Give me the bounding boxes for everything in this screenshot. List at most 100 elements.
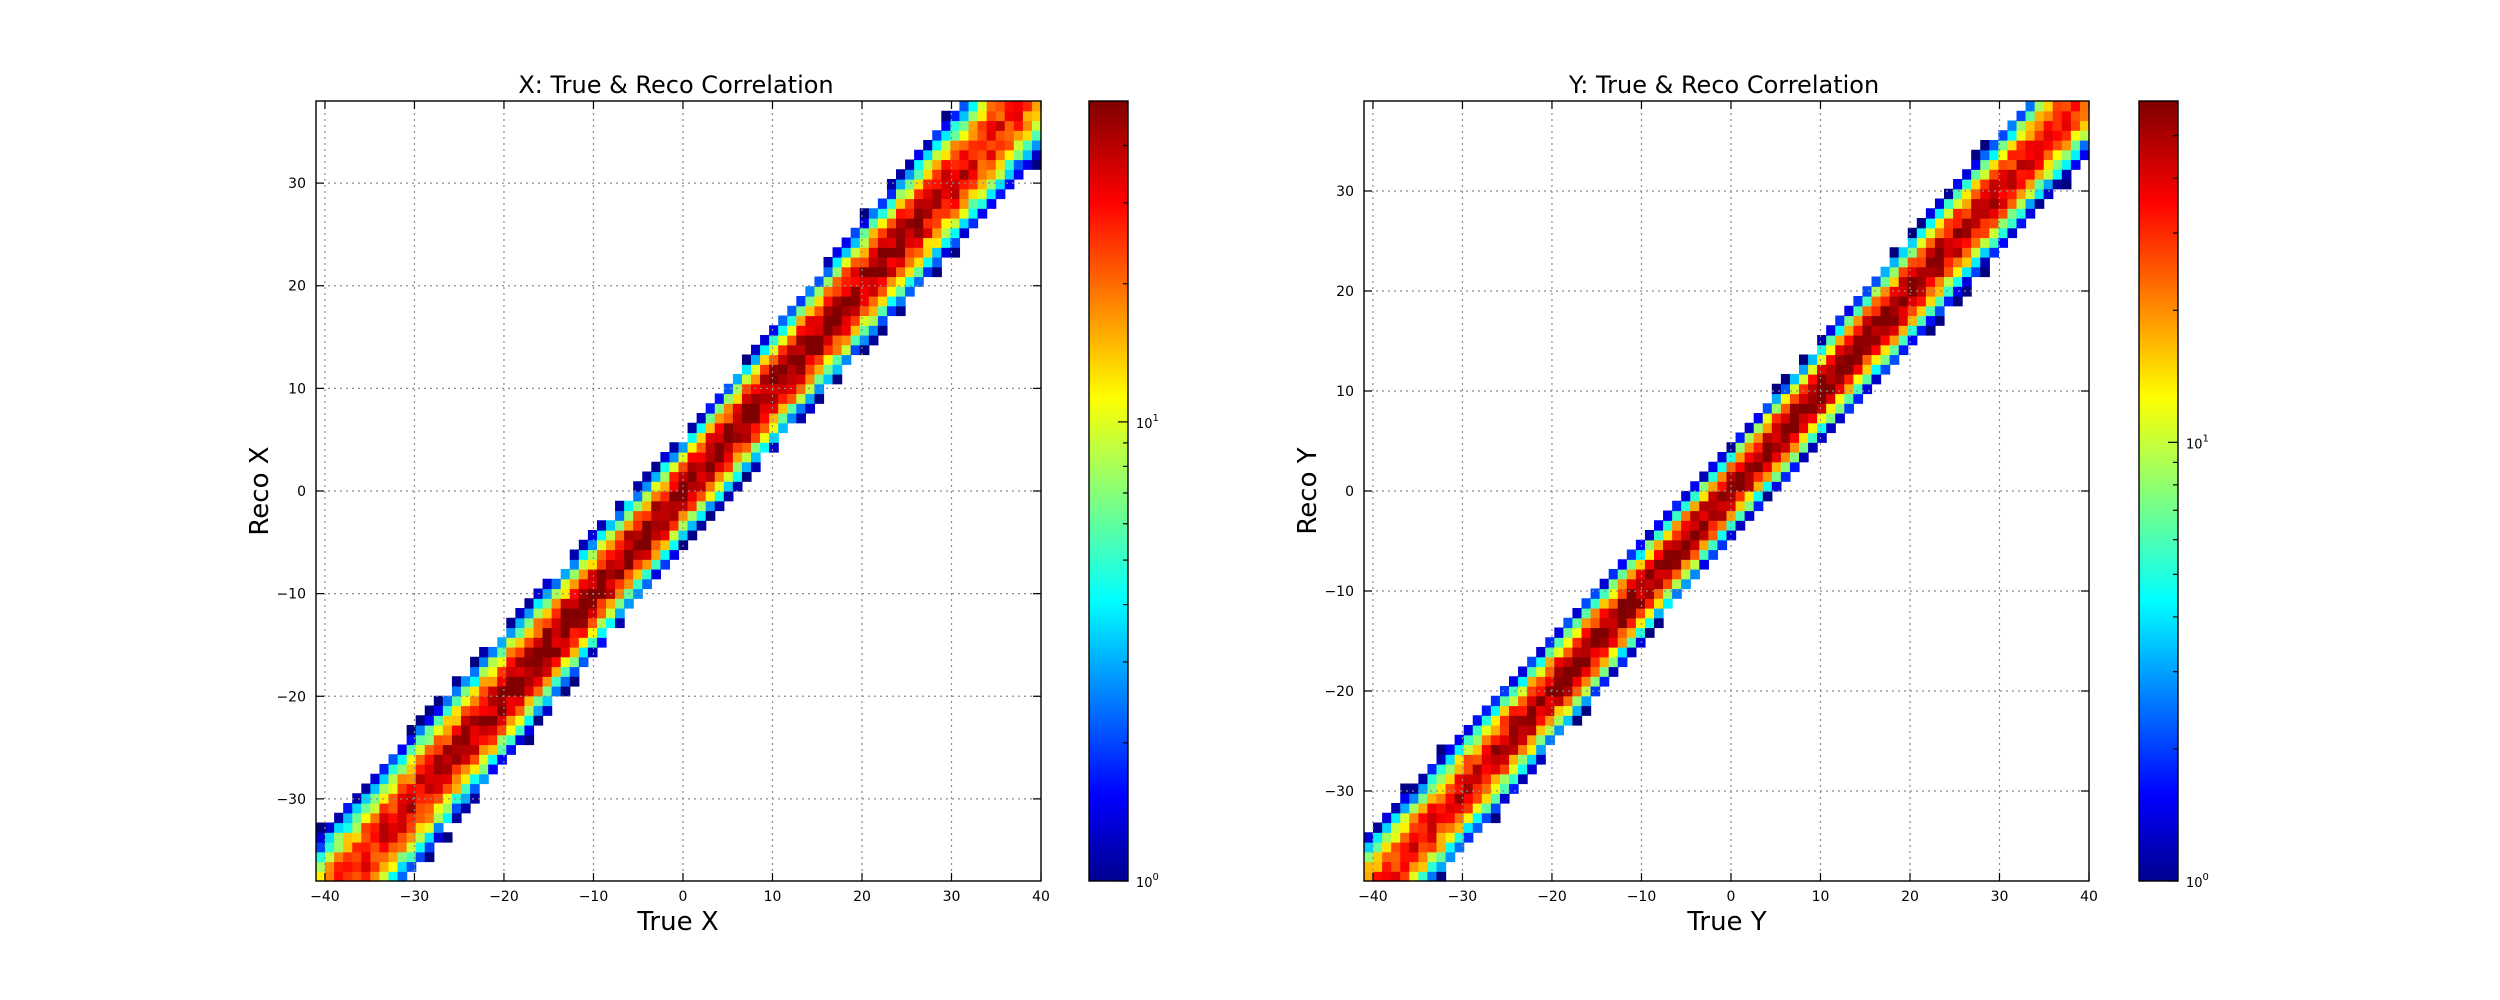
heatmap-cell [1373, 861, 1383, 872]
heatmap-cell [397, 764, 408, 775]
heatmap-cell [624, 578, 634, 590]
heatmap-cell [1962, 276, 1972, 287]
heatmap-cell [850, 266, 861, 278]
heatmap-cell [1490, 773, 1501, 785]
heatmap-cell [479, 676, 489, 687]
heatmap-cell [832, 354, 843, 365]
heatmap-cell [1762, 422, 1773, 434]
heatmap-cell [886, 179, 897, 190]
heatmap-cell [687, 510, 698, 521]
x-tick-label: 20 [1901, 889, 1919, 905]
heatmap-cell [524, 715, 535, 726]
heatmap-cell [1436, 783, 1447, 794]
heatmap-cell [696, 510, 707, 521]
heatmap-cell [2061, 169, 2072, 180]
heatmap-cell [769, 374, 779, 385]
heatmap-cell [1844, 325, 1854, 336]
heatmap-cell [714, 442, 725, 453]
heatmap-cell [606, 549, 616, 560]
heatmap-cell [1590, 608, 1601, 619]
heatmap-cell [633, 520, 643, 531]
heatmap-cell [1563, 695, 1574, 707]
heatmap-cell [914, 208, 924, 219]
heatmap-cell [968, 130, 979, 141]
heatmap-cell [2007, 169, 2018, 180]
heatmap-cell [497, 754, 507, 765]
heatmap-cell [1817, 344, 1827, 356]
heatmap-cell [451, 812, 462, 824]
heatmap-cell [415, 851, 426, 863]
heatmap-cell [778, 344, 788, 356]
heatmap-cell [1780, 413, 1791, 424]
heatmap-cell [424, 793, 435, 804]
heatmap-cell [587, 627, 598, 638]
heatmap-cell [1527, 676, 1537, 687]
heatmap-cell [1391, 871, 1401, 882]
heatmap-cell [2034, 169, 2045, 180]
heatmap-cell [1463, 764, 1474, 775]
heatmap-cell [1663, 598, 1673, 609]
heatmap-cell [1934, 198, 1945, 209]
heatmap-cell [1608, 637, 1619, 648]
heatmap-cell [787, 305, 797, 317]
heatmap-cell [751, 422, 761, 434]
heatmap-cell [1753, 491, 1764, 502]
heatmap-cell [1871, 344, 1882, 356]
x-tick-label: −30 [400, 889, 430, 905]
heatmap-cell [896, 169, 906, 180]
heatmap-cell [1889, 315, 1900, 326]
heatmap-cell [886, 266, 897, 278]
heatmap-cell [1898, 296, 1909, 307]
heatmap-cell [1635, 617, 1646, 629]
heatmap-cell [533, 695, 544, 707]
heatmap-cell [705, 422, 716, 434]
heatmap-cell [1744, 510, 1755, 521]
heatmap-cell [388, 861, 399, 872]
heatmap-cell [1364, 851, 1374, 863]
heatmap-cell [1400, 822, 1410, 833]
heatmap-cell [1463, 725, 1474, 736]
heatmap-cell [1871, 276, 1882, 287]
heatmap-cell [2034, 179, 2045, 190]
heatmap-cell [1590, 676, 1601, 687]
heatmap-cell [723, 461, 734, 473]
heatmap-cell [723, 442, 734, 453]
heatmap-cell [1672, 539, 1682, 551]
heatmap-cell [859, 227, 870, 239]
y-tick-label: −20 [1324, 684, 1354, 700]
heatmap-cell [841, 266, 852, 278]
heatmap-cell [732, 393, 743, 404]
heatmap-cell [1454, 812, 1465, 824]
heatmap-cell [886, 286, 897, 297]
heatmap-cell [379, 803, 390, 814]
heatmap-cell [714, 452, 725, 463]
heatmap-cell [886, 257, 897, 268]
heatmap-cell [705, 403, 716, 414]
heatmap-cell [1989, 140, 1999, 151]
heatmap-cell [470, 744, 480, 755]
heatmap-cell [343, 803, 353, 814]
heatmap-cell [488, 744, 498, 755]
heatmap-cell [1871, 354, 1882, 365]
heatmap-cell [959, 101, 970, 112]
heatmap-cell [642, 510, 652, 521]
heatmap-cell [832, 325, 843, 336]
heatmap-cell [1382, 832, 1392, 843]
heatmap-cell [1717, 461, 1728, 473]
heatmap-cell [397, 803, 408, 814]
heatmap-cell [1454, 744, 1465, 755]
heatmap-cell [451, 793, 462, 804]
heatmap-cell [624, 500, 634, 512]
heatmap-cell [950, 110, 961, 122]
heatmap-cell [560, 569, 571, 580]
heatmap-cell [470, 695, 480, 707]
heatmap-cell [1789, 383, 1800, 395]
heatmap-cell [1844, 383, 1854, 395]
heatmap-cell [2079, 101, 2090, 112]
heatmap-cell [959, 110, 970, 122]
heatmap-cell [1681, 500, 1691, 512]
heatmap-cell [1626, 608, 1637, 619]
heatmap-cell [850, 237, 861, 248]
heatmap-cell [1880, 276, 1891, 287]
heatmap-cell [406, 851, 417, 863]
